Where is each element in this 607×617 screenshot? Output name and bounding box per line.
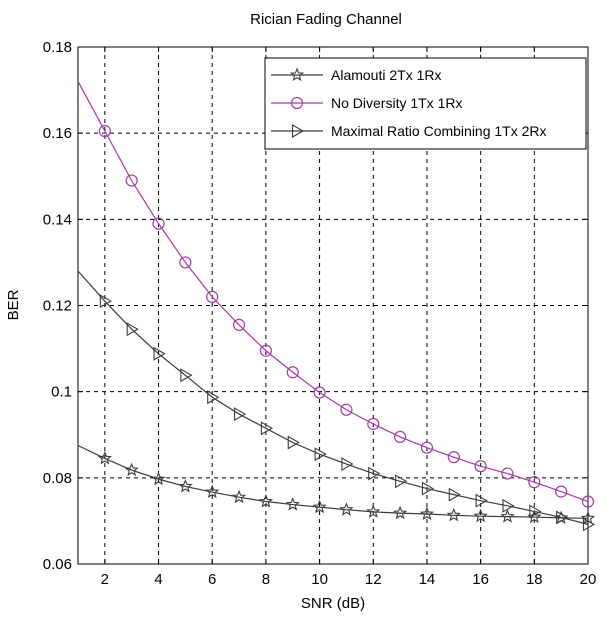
data-point (528, 476, 541, 489)
series-layer (77, 81, 596, 532)
x-tick-label: 12 (365, 571, 382, 588)
data-point (124, 462, 139, 477)
data-point (395, 474, 408, 489)
data-point (394, 430, 407, 444)
data-point (126, 322, 139, 337)
data-point (421, 481, 435, 496)
x-tick-label: 4 (154, 571, 162, 588)
x-axis-label: SNR (dB) (301, 595, 365, 612)
data-point (207, 390, 220, 405)
data-point (474, 460, 487, 473)
data-point (500, 509, 515, 523)
data-point (366, 504, 381, 518)
legend-item-2: No Diversity 1Tx 1Rx (271, 95, 462, 111)
data-point (234, 407, 247, 422)
data-point (392, 505, 408, 520)
series-line (77, 444, 589, 519)
data-point (260, 421, 273, 436)
data-point (285, 497, 300, 511)
legend-item-3: Maximal Ratio Combining 1Tx 2Rx (271, 123, 547, 139)
x-tick-label: 2 (101, 571, 109, 588)
data-point (151, 471, 166, 486)
data-point (286, 366, 299, 379)
data-point (340, 403, 353, 416)
data-point (475, 493, 488, 508)
x-tick-label: 8 (262, 571, 270, 588)
data-point (98, 124, 111, 138)
data-point (152, 217, 165, 230)
legend-items: Alamouti 2Tx 1Rx No Diversity 1Tx 1Rx Maxi… (271, 67, 547, 139)
data-point (206, 290, 219, 303)
data-point (314, 447, 327, 462)
x-tick-label: 20 (580, 571, 597, 588)
data-point (367, 417, 380, 431)
data-point (231, 489, 247, 504)
y-tick-label: 0.18 (43, 39, 72, 56)
y-tick-label: 0.16 (43, 125, 72, 142)
data-point (179, 256, 192, 269)
x-tick-label: 10 (311, 571, 328, 588)
series-line (77, 81, 589, 503)
legend: Alamouti 2Tx 1Rx No Diversity 1Tx 1Rx Maxi… (264, 57, 587, 150)
data-point (232, 318, 246, 331)
x-tick-label: 6 (208, 571, 216, 588)
legend-item-1: Alamouti 2Tx 1Rx (271, 67, 441, 83)
data-point (153, 346, 166, 361)
series-3 (77, 270, 596, 532)
data-point (448, 487, 461, 502)
data-point (341, 457, 354, 471)
data-point (501, 467, 514, 480)
data-point (420, 441, 434, 454)
x-tick-label: 14 (419, 571, 436, 588)
y-tick-label: 0.1 (51, 384, 72, 401)
y-tick-label: 0.14 (43, 211, 72, 228)
data-point (529, 504, 542, 519)
data-point (125, 174, 138, 187)
data-point (258, 494, 274, 508)
data-point (446, 507, 461, 522)
data-point (259, 344, 272, 357)
data-point (205, 484, 220, 499)
data-point (287, 435, 300, 450)
data-point (368, 466, 381, 481)
data-point (502, 498, 515, 513)
data-point (555, 485, 568, 498)
legend-label: Alamouti 2Tx 1Rx (331, 67, 441, 83)
data-point (178, 478, 193, 493)
legend-marker (290, 96, 304, 110)
x-tick-label: 16 (472, 571, 489, 588)
data-point (581, 495, 595, 508)
series-2 (77, 81, 595, 508)
data-point (180, 368, 193, 383)
x-tick-label: 18 (526, 571, 543, 588)
y-axis-label: BER (5, 289, 22, 320)
legend-marker (291, 124, 305, 138)
legend-label: No Diversity 1Tx 1Rx (331, 95, 462, 111)
legend-label: Maximal Ratio Combining 1Tx 2Rx (331, 123, 547, 139)
data-point (99, 294, 112, 309)
data-point (447, 451, 460, 464)
legend-marker (289, 67, 305, 82)
data-point (419, 506, 435, 521)
data-point (339, 502, 354, 516)
y-tick-label: 0.06 (43, 556, 72, 573)
data-point (582, 517, 596, 532)
axis-ticks: 2 4 6 8 10 12 14 16 18 20 0.06 0.08 0.1 0.12 0.14 0.16 0… (43, 39, 597, 588)
data-point (97, 450, 112, 465)
data-point (312, 499, 327, 514)
data-point (556, 510, 569, 525)
y-tick-label: 0.08 (43, 470, 72, 487)
data-point (473, 508, 488, 523)
chart-title: Rician Fading Channel (250, 11, 402, 28)
data-point (313, 386, 326, 399)
y-tick-label: 0.12 (43, 298, 72, 315)
